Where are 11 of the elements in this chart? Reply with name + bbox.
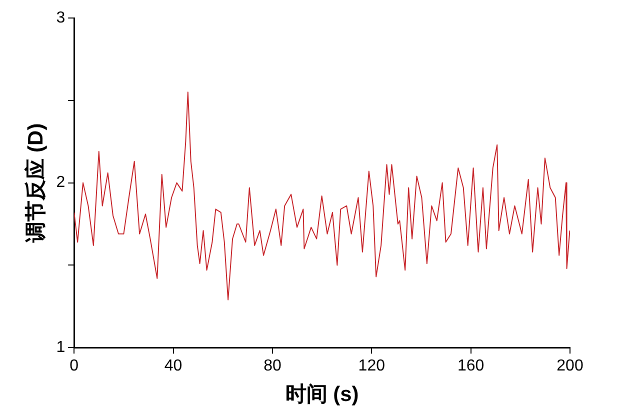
x-tick-label: 200	[556, 358, 584, 375]
x-tick-label: 40	[164, 358, 182, 375]
x-tick-label: 120	[358, 358, 386, 375]
x-axis-title: 时间 (s)	[285, 383, 359, 406]
y-tick-label: 1	[56, 339, 66, 356]
x-tick-label: 80	[264, 358, 282, 375]
y-axis-title: 调节反应 (D)	[23, 123, 48, 244]
y-tick-label: 2	[56, 174, 66, 192]
x-tick-label: 160	[457, 358, 484, 375]
y-tick-label: 3	[56, 9, 66, 26]
x-tick-label: 0	[70, 358, 79, 375]
